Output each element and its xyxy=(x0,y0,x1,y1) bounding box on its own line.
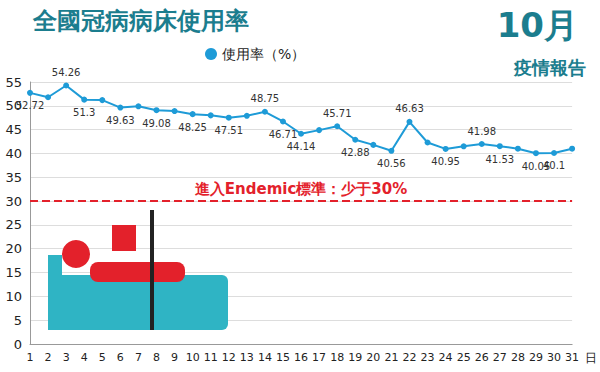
svg-text:15: 15 xyxy=(276,351,290,364)
svg-text:30: 30 xyxy=(5,194,22,209)
svg-text:25: 25 xyxy=(5,217,22,232)
svg-text:24: 24 xyxy=(439,351,453,364)
svg-text:8: 8 xyxy=(153,351,160,364)
svg-text:14: 14 xyxy=(258,351,272,364)
svg-text:日: 日 xyxy=(585,351,597,365)
svg-text:40.95: 40.95 xyxy=(431,156,460,167)
svg-text:50: 50 xyxy=(5,98,22,114)
svg-text:42.88: 42.88 xyxy=(341,147,370,158)
svg-text:26: 26 xyxy=(475,351,489,364)
svg-text:7: 7 xyxy=(135,351,142,364)
svg-text:31: 31 xyxy=(565,351,579,364)
svg-text:11: 11 xyxy=(204,351,218,364)
svg-text:3: 3 xyxy=(63,351,70,364)
svg-text:21: 21 xyxy=(384,351,398,364)
svg-text:9: 9 xyxy=(171,351,178,364)
svg-text:41.53: 41.53 xyxy=(486,154,515,165)
svg-text:52.72: 52.72 xyxy=(16,100,45,111)
svg-text:27: 27 xyxy=(493,351,507,364)
svg-text:45: 45 xyxy=(5,122,22,137)
svg-text:20: 20 xyxy=(5,241,22,256)
svg-text:疫情報告: 疫情報告 xyxy=(513,57,586,78)
svg-text:45.71: 45.71 xyxy=(323,108,352,119)
svg-text:進入Endemic標準：少于30%: 進入Endemic標準：少于30% xyxy=(194,180,407,198)
svg-text:10: 10 xyxy=(5,289,22,304)
svg-text:46.63: 46.63 xyxy=(395,103,424,114)
svg-text:40.05: 40.05 xyxy=(521,160,551,172)
svg-text:40: 40 xyxy=(5,146,22,161)
svg-text:全國冠病病床使用率: 全國冠病病床使用率 xyxy=(32,7,249,35)
svg-text:13: 13 xyxy=(240,351,254,364)
svg-text:10月: 10月 xyxy=(497,5,578,45)
svg-text:29: 29 xyxy=(529,351,543,364)
svg-text:40.56: 40.56 xyxy=(377,158,406,169)
svg-text:47.51: 47.51 xyxy=(214,125,243,136)
svg-text:41.98: 41.98 xyxy=(467,126,496,137)
svg-text:51.3: 51.3 xyxy=(73,107,95,118)
svg-text:1: 1 xyxy=(27,351,34,364)
svg-text:28: 28 xyxy=(511,351,525,364)
svg-text:5: 5 xyxy=(14,313,22,328)
svg-text:48.25: 48.25 xyxy=(178,122,207,133)
svg-text:48.75: 48.75 xyxy=(251,93,280,104)
svg-text:5: 5 xyxy=(99,351,106,364)
svg-text:19: 19 xyxy=(348,351,362,364)
svg-text:22: 22 xyxy=(402,351,416,364)
svg-text:54.26: 54.26 xyxy=(52,67,81,78)
svg-text:25: 25 xyxy=(457,351,471,364)
svg-text:4: 4 xyxy=(81,351,88,364)
svg-text:55: 55 xyxy=(5,75,22,90)
svg-text:40.1: 40.1 xyxy=(543,160,565,171)
svg-text:15: 15 xyxy=(5,265,22,280)
svg-text:使用率（%）: 使用率（%） xyxy=(222,46,305,62)
svg-text:2: 2 xyxy=(45,351,52,364)
svg-text:49.08: 49.08 xyxy=(142,118,171,129)
svg-text:46.71: 46.71 xyxy=(269,129,298,140)
svg-text:6: 6 xyxy=(117,351,124,364)
svg-text:18: 18 xyxy=(330,351,344,364)
svg-text:20: 20 xyxy=(366,351,380,364)
svg-text:30: 30 xyxy=(547,351,561,364)
svg-text:12: 12 xyxy=(222,351,236,364)
svg-text:23: 23 xyxy=(421,351,435,364)
svg-text:44.14: 44.14 xyxy=(287,141,316,152)
svg-text:16: 16 xyxy=(294,351,308,364)
svg-text:0: 0 xyxy=(14,337,22,352)
svg-text:35: 35 xyxy=(5,170,22,185)
svg-text:49.63: 49.63 xyxy=(106,115,135,126)
svg-text:17: 17 xyxy=(312,351,326,364)
svg-text:10: 10 xyxy=(186,351,200,364)
